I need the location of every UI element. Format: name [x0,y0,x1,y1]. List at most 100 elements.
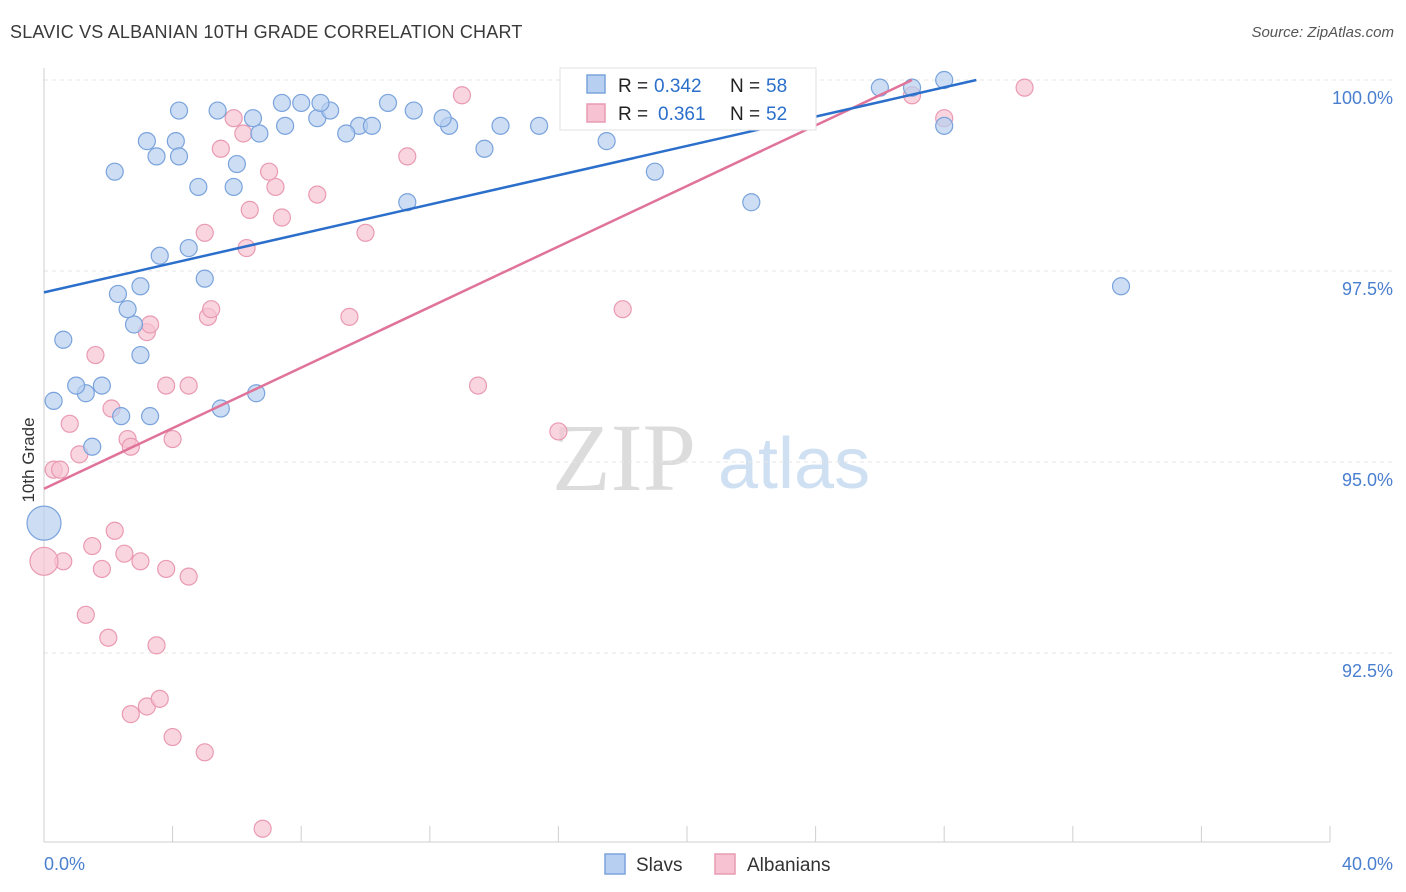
slavs-point [137,132,156,151]
chart-title: SLAVIC VS ALBANIAN 10TH GRADE CORRELATIO… [10,22,523,42]
slavs-point [140,407,160,426]
albanians-point [50,460,70,479]
albanians-point [259,162,279,181]
albanians-point [157,376,176,395]
albanians-point [140,315,160,334]
slavs-n-value: 58 [766,76,787,97]
albanians-r-label: R = [618,104,648,125]
trend-lines [43,78,977,490]
albanians-point [253,819,272,838]
slavs-point [378,93,398,113]
slavs-point [292,93,311,113]
albanians-point [240,200,259,219]
albanians-point [1015,78,1034,97]
albanians-point [76,605,95,624]
x-tick-label-min: 0.0% [44,854,85,874]
grid-lines: 92.5% 95.0% 97.5% 100.0% [44,79,1394,681]
albanians-r-value: 0.361 [658,104,706,125]
slavs-point [311,93,330,113]
slavs-point [118,300,137,319]
albanians-point [157,559,176,579]
slavs-point [150,246,169,265]
slavs-bottom-swatch [604,853,626,875]
slavs-point [243,109,263,128]
slavs-point [491,116,510,135]
albanians-trend-line [43,78,913,490]
albanians-point [60,414,79,433]
albanians-point [452,86,472,105]
slavs-point [227,154,246,174]
albanians-point-large [29,546,59,576]
albanians-point [468,376,488,395]
albanians-point [179,567,198,586]
stats-legend: R = 0.342 N = 58 R = 0.361 N = 52 [559,67,817,131]
albanians-n-label: N = [730,104,760,125]
source-credit: Source: ZipAtlas.com [1251,24,1394,41]
albanians-point [163,429,182,449]
slavs-point [131,345,150,365]
slavs-point [169,101,189,120]
slavs-point [189,177,208,197]
slavs-point [131,277,150,296]
slavs-point [108,284,128,304]
albanians-point [163,727,182,747]
x-tick-label-max: 40.0% [1342,854,1393,874]
slavs-point [105,162,124,181]
albanians-point [115,544,134,563]
slavs-point [475,139,494,158]
albanians-point [99,628,118,647]
watermark-atlas: atlas [718,424,870,504]
slavs-point [272,93,292,113]
slavs-point [1111,277,1131,296]
slavs-point [67,376,86,395]
slavs-point [44,391,63,410]
albanians-point [150,689,169,708]
albanians-point [92,559,111,579]
albanians-point [195,743,214,762]
slavs-point [337,124,356,143]
albanians-point [147,636,166,655]
slavs-r-value: 0.342 [654,76,702,97]
albanians-point [202,300,221,319]
slavs-point [147,147,166,166]
albanians-bottom-swatch [714,853,736,875]
slavs-point [195,269,214,288]
albanians-point [211,139,230,158]
slavs-legend-swatch [586,74,606,94]
slavs-r-label: R = [618,76,648,97]
slavs-point [433,109,452,128]
slavs-point [935,116,954,135]
slavs-point [362,116,382,135]
slavs-point [530,116,549,135]
slavs-point [179,238,198,258]
slavs-n-label: N = [730,76,760,97]
albanians-point [179,376,198,395]
y-tick-label: 97.5% [1342,279,1393,299]
albanians-n-value: 52 [766,104,787,125]
slavs-point [112,407,131,426]
albanians-point [131,552,150,571]
albanians-point [308,185,327,204]
series-legend: Slavs Albanians [604,853,830,876]
slavs-point [250,124,269,143]
albanians-point [83,536,102,556]
slavs-point [645,162,664,181]
slavs-point [902,78,922,97]
albanians-point [340,307,359,326]
albanians-point [105,521,124,540]
slavs-point [124,315,144,334]
y-tick-label: 100.0% [1332,88,1393,108]
albanians-point [121,705,140,724]
albanians-point [356,223,375,242]
slavs-point [92,376,111,395]
slavs-point [83,437,102,456]
slavs-point [224,177,243,197]
albanians-point [234,124,253,143]
albanians-point [398,147,417,166]
slavs-point [404,101,423,120]
slavs-point [166,132,185,151]
slavs-point [208,101,227,120]
albanians-point [272,208,292,227]
albanians-point [549,422,568,441]
